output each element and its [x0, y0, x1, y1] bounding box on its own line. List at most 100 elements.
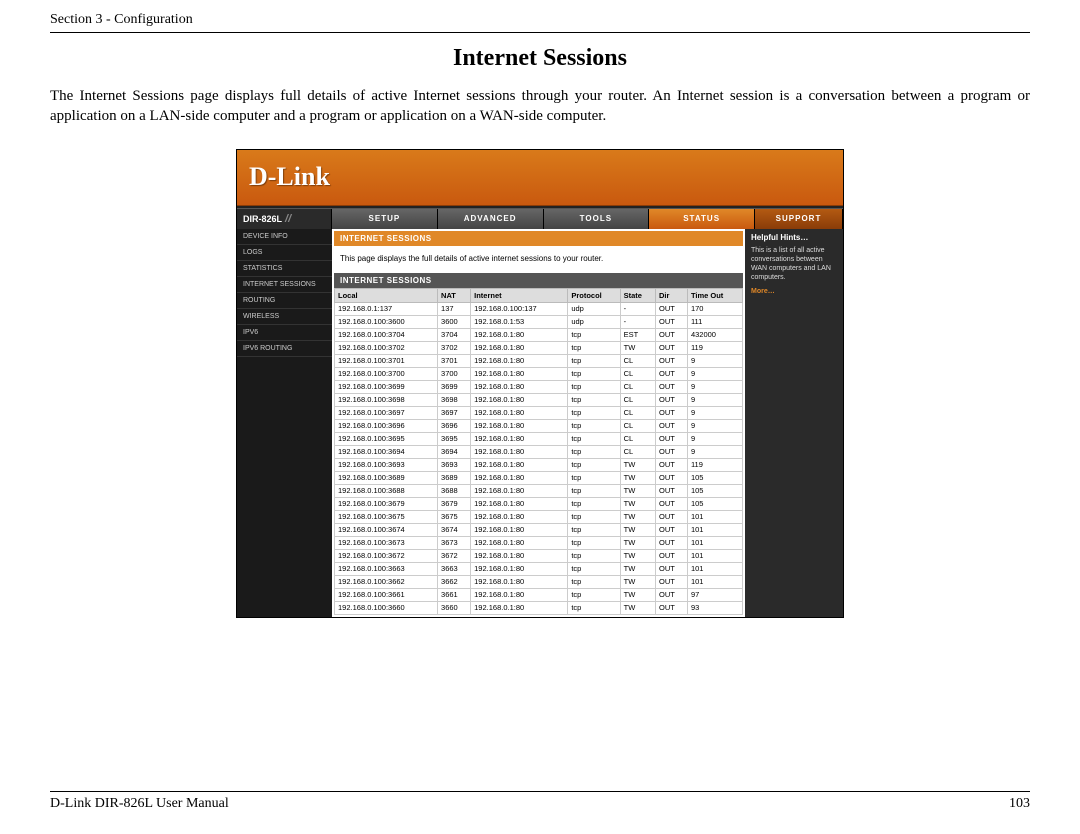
table-cell: 9: [687, 419, 742, 432]
table-cell: 3660: [438, 601, 471, 614]
table-cell: 101: [687, 536, 742, 549]
table-cell: 105: [687, 484, 742, 497]
tab-tools[interactable]: TOOLS: [544, 209, 650, 229]
sidebar-item[interactable]: IPV6 ROUTING: [237, 341, 332, 357]
table-cell: OUT: [656, 341, 688, 354]
main-panel: INTERNET SESSIONS This page displays the…: [332, 229, 745, 617]
table-cell: TW: [620, 536, 655, 549]
table-cell: 192.168.0.1:80: [471, 367, 568, 380]
table-cell: 9: [687, 367, 742, 380]
table-cell: TW: [620, 341, 655, 354]
sidebar-item[interactable]: LOGS: [237, 245, 332, 261]
table-header: NAT: [438, 288, 471, 302]
table-cell: -: [620, 315, 655, 328]
hints-text: This is a list of all active conversatio…: [751, 246, 837, 282]
table-cell: tcp: [568, 536, 620, 549]
table-row: 192.168.0.100:36973697192.168.0.1:80tcpC…: [335, 406, 743, 419]
table-cell: OUT: [656, 354, 688, 367]
table-row: 192.168.0.100:36893689192.168.0.1:80tcpT…: [335, 471, 743, 484]
table-cell: TW: [620, 458, 655, 471]
table-header: Time Out: [687, 288, 742, 302]
table-cell: 3689: [438, 471, 471, 484]
table-cell: tcp: [568, 367, 620, 380]
sidebar-item[interactable]: INTERNET SESSIONS: [237, 277, 332, 293]
table-row: 192.168.0.100:36733673192.168.0.1:80tcpT…: [335, 536, 743, 549]
table-cell: TW: [620, 510, 655, 523]
tab-status[interactable]: STATUS: [649, 209, 755, 229]
table-cell: OUT: [656, 380, 688, 393]
table-cell: 192.168.0.1:80: [471, 601, 568, 614]
sidebar-item[interactable]: WIRELESS: [237, 309, 332, 325]
table-cell: 192.168.0.100:3674: [335, 523, 438, 536]
table-cell: 192.168.0.100:3701: [335, 354, 438, 367]
table-title-bar: INTERNET SESSIONS: [334, 273, 743, 288]
table-cell: tcp: [568, 601, 620, 614]
table-cell: 3674: [438, 523, 471, 536]
table-cell: 192.168.0.1:80: [471, 562, 568, 575]
table-cell: tcp: [568, 380, 620, 393]
table-cell: OUT: [656, 575, 688, 588]
table-cell: OUT: [656, 510, 688, 523]
table-cell: 3672: [438, 549, 471, 562]
table-cell: OUT: [656, 367, 688, 380]
sidebar-item[interactable]: IPV6: [237, 325, 332, 341]
table-cell: tcp: [568, 562, 620, 575]
table-cell: 192.168.0.100:3689: [335, 471, 438, 484]
table-cell: 137: [438, 302, 471, 315]
footer-page-number: 103: [1009, 796, 1030, 812]
table-cell: 192.168.0.1:80: [471, 536, 568, 549]
table-row: 192.168.0.1:137137192.168.0.100:137udp-O…: [335, 302, 743, 315]
sidebar-item[interactable]: DEVICE INFO: [237, 229, 332, 245]
page-footer: D-Link DIR-826L User Manual 103: [50, 791, 1030, 812]
table-cell: 3694: [438, 445, 471, 458]
table-cell: 101: [687, 575, 742, 588]
sessions-table: LocalNATInternetProtocolStateDirTime Out…: [334, 288, 743, 615]
table-cell: 192.168.0.1:53: [471, 315, 568, 328]
table-cell: 9: [687, 380, 742, 393]
table-cell: TW: [620, 562, 655, 575]
table-header: Internet: [471, 288, 568, 302]
table-header: Dir: [656, 288, 688, 302]
table-cell: 192.168.0.1:80: [471, 549, 568, 562]
table-cell: 3697: [438, 406, 471, 419]
table-cell: 192.168.0.100:3704: [335, 328, 438, 341]
table-cell: 192.168.0.1:80: [471, 458, 568, 471]
table-cell: 192.168.0.100:3600: [335, 315, 438, 328]
table-row: 192.168.0.100:36723672192.168.0.1:80tcpT…: [335, 549, 743, 562]
table-cell: tcp: [568, 406, 620, 419]
table-header: Local: [335, 288, 438, 302]
table-cell: OUT: [656, 302, 688, 315]
table-cell: 97: [687, 588, 742, 601]
table-cell: OUT: [656, 562, 688, 575]
table-cell: 101: [687, 510, 742, 523]
table-row: 192.168.0.100:36603660192.168.0.1:80tcpT…: [335, 601, 743, 614]
table-row: 192.168.0.100:36953695192.168.0.1:80tcpC…: [335, 432, 743, 445]
table-cell: OUT: [656, 432, 688, 445]
tab-support[interactable]: SUPPORT: [755, 209, 843, 229]
table-cell: OUT: [656, 328, 688, 341]
table-cell: 93: [687, 601, 742, 614]
table-row: 192.168.0.100:36963696192.168.0.1:80tcpC…: [335, 419, 743, 432]
table-cell: OUT: [656, 588, 688, 601]
tab-advanced[interactable]: ADVANCED: [438, 209, 544, 229]
sidebar-item[interactable]: STATISTICS: [237, 261, 332, 277]
footer-left: D-Link DIR-826L User Manual: [50, 796, 229, 812]
table-cell: OUT: [656, 445, 688, 458]
table-cell: 192.168.0.1:137: [335, 302, 438, 315]
table-cell: TW: [620, 588, 655, 601]
table-cell: 3675: [438, 510, 471, 523]
table-cell: 192.168.0.1:80: [471, 354, 568, 367]
table-cell: 192.168.0.1:80: [471, 380, 568, 393]
table-row: 192.168.0.100:36743674192.168.0.1:80tcpT…: [335, 523, 743, 536]
hints-more-link[interactable]: More…: [751, 288, 837, 295]
tab-setup[interactable]: SETUP: [332, 209, 438, 229]
sidebar-item[interactable]: ROUTING: [237, 293, 332, 309]
table-cell: 3679: [438, 497, 471, 510]
model-label: DIR-826L //: [237, 209, 332, 229]
router-header: D-Link: [237, 150, 843, 206]
table-cell: 192.168.0.1:80: [471, 445, 568, 458]
table-cell: 192.168.0.1:80: [471, 341, 568, 354]
table-cell: 3704: [438, 328, 471, 341]
table-cell: 101: [687, 549, 742, 562]
table-row: 192.168.0.100:36933693192.168.0.1:80tcpT…: [335, 458, 743, 471]
